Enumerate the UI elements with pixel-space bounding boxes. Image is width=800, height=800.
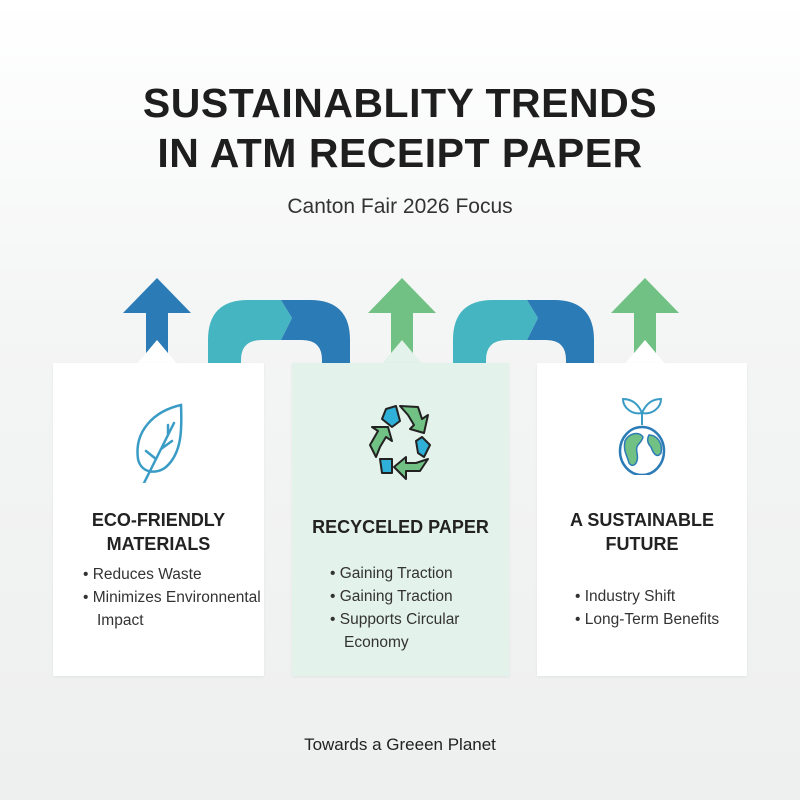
card-heading: ECO-FRIENDLY MATERIALS [91, 510, 226, 554]
list-item: Supports Circular Economy [330, 608, 484, 654]
loop-connector-2 [453, 300, 594, 363]
recycle-icon [368, 405, 431, 480]
leaf-icon [135, 403, 183, 483]
list-item: Minimizes Environnental Impact [83, 586, 264, 632]
card-eco-friendly-materials: ECO-FRIENDLY MATERIALS Reduces Waste Min… [53, 363, 264, 676]
up-arrow-green [368, 278, 436, 370]
page-title: SUSTAINABLITY TRENDS IN ATM RECEIPT PAPE… [142, 80, 658, 176]
up-arrow-blue [123, 278, 191, 370]
list-item: Industry Shift [575, 585, 719, 608]
card-heading: A SUSTAINABLE FUTURE [570, 510, 714, 554]
globe-sprout-icon [618, 397, 666, 475]
card-sustainable-future: A SUSTAINABLE FUTURE Industry Shift Long… [537, 363, 747, 676]
loop-connector-1 [208, 300, 350, 363]
bullet-list: Industry Shift Long-Term Benefits [575, 585, 719, 631]
card-heading: RECYCELED PAPER [312, 517, 489, 537]
connector-arrows [123, 278, 679, 370]
list-item: Gaining Traction [330, 562, 484, 585]
up-arrow-green-2 [611, 278, 679, 370]
card-recycled-paper: RECYCELED PAPER Gaining Traction Gaining… [292, 363, 509, 676]
list-item: Gaining Traction [330, 585, 484, 608]
footer-tagline: Towards a Greeen Planet [304, 735, 496, 754]
list-item: Reduces Waste [83, 563, 264, 586]
bullet-list: Reduces Waste Minimizes Environnental Im… [83, 563, 264, 632]
subtitle: Canton Fair 2026 Focus [287, 195, 513, 218]
bullet-list: Gaining Traction Gaining Traction Suppor… [330, 562, 484, 654]
list-item: Long-Term Benefits [575, 608, 719, 631]
